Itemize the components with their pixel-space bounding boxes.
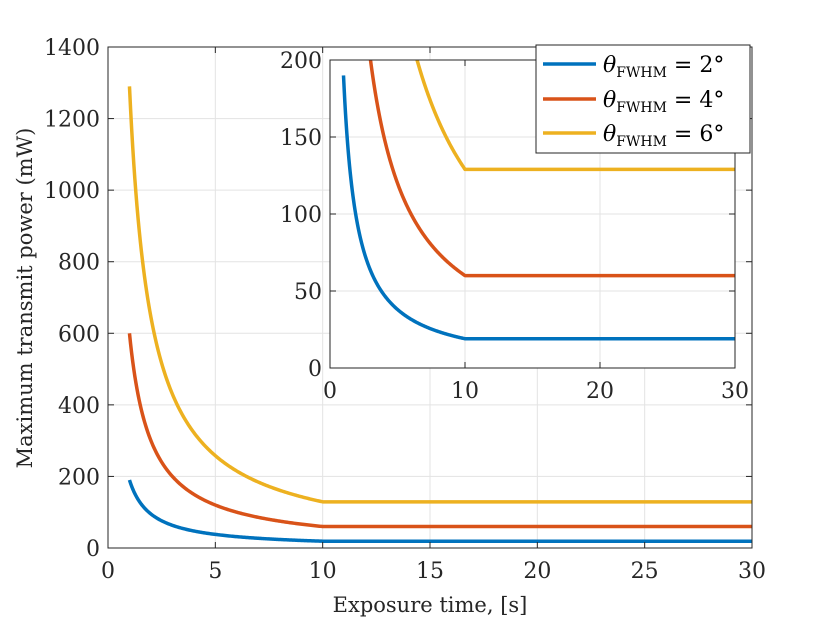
series-line (415, 60, 735, 172)
x-tick-label: 15 (416, 559, 444, 584)
legend-label: θFWHM = 4° (603, 88, 724, 116)
y-tick-label: 150 (280, 126, 322, 151)
y-tick-label: 800 (58, 251, 100, 276)
y-tick-label: 0 (308, 357, 322, 382)
y-tick-label: 600 (58, 322, 100, 347)
y-tick-label: 1400 (44, 36, 100, 61)
y-tick-label: 400 (58, 394, 100, 419)
x-tick-label: 10 (451, 379, 479, 404)
y-tick-label: 0 (86, 537, 100, 562)
series-line (341, 75, 735, 341)
legend-label: θFWHM = 6° (603, 122, 724, 150)
legend: θFWHM = 2° θFWHM = 4° θFWHM = 6° (535, 44, 751, 154)
main-series (127, 86, 752, 543)
legend-label: θFWHM = 2° (603, 53, 724, 81)
series-line (127, 333, 752, 529)
x-tick-label: 25 (631, 559, 659, 584)
y-tick-label: 200 (58, 465, 100, 490)
series-line (127, 479, 752, 543)
x-tick-label: 5 (208, 559, 222, 584)
y-tick-label: 1200 (44, 108, 100, 133)
y-tick-label: 50 (294, 280, 322, 305)
x-tick-label: 0 (101, 559, 115, 584)
y-tick-label: 200 (280, 49, 322, 74)
legend-entry: θFWHM = 6° (543, 122, 724, 150)
y-tick-label: 1000 (44, 179, 100, 204)
main-x-axis-label: Exposure time, [s] (333, 593, 528, 617)
inset-series (341, 60, 735, 341)
legend-entry: θFWHM = 2° (543, 53, 724, 81)
series-line (368, 60, 735, 278)
x-tick-label: 10 (309, 559, 337, 584)
x-tick-label: 20 (586, 379, 614, 404)
legend-entry: θFWHM = 4° (543, 88, 724, 116)
x-tick-label: 30 (738, 559, 766, 584)
series-line (127, 86, 752, 504)
x-tick-label: 30 (721, 379, 749, 404)
y-tick-label: 100 (280, 203, 322, 228)
x-tick-label: 0 (323, 379, 337, 404)
x-tick-label: 20 (523, 559, 551, 584)
main-y-axis-label: Maximum transmit power (mW) (13, 128, 37, 469)
